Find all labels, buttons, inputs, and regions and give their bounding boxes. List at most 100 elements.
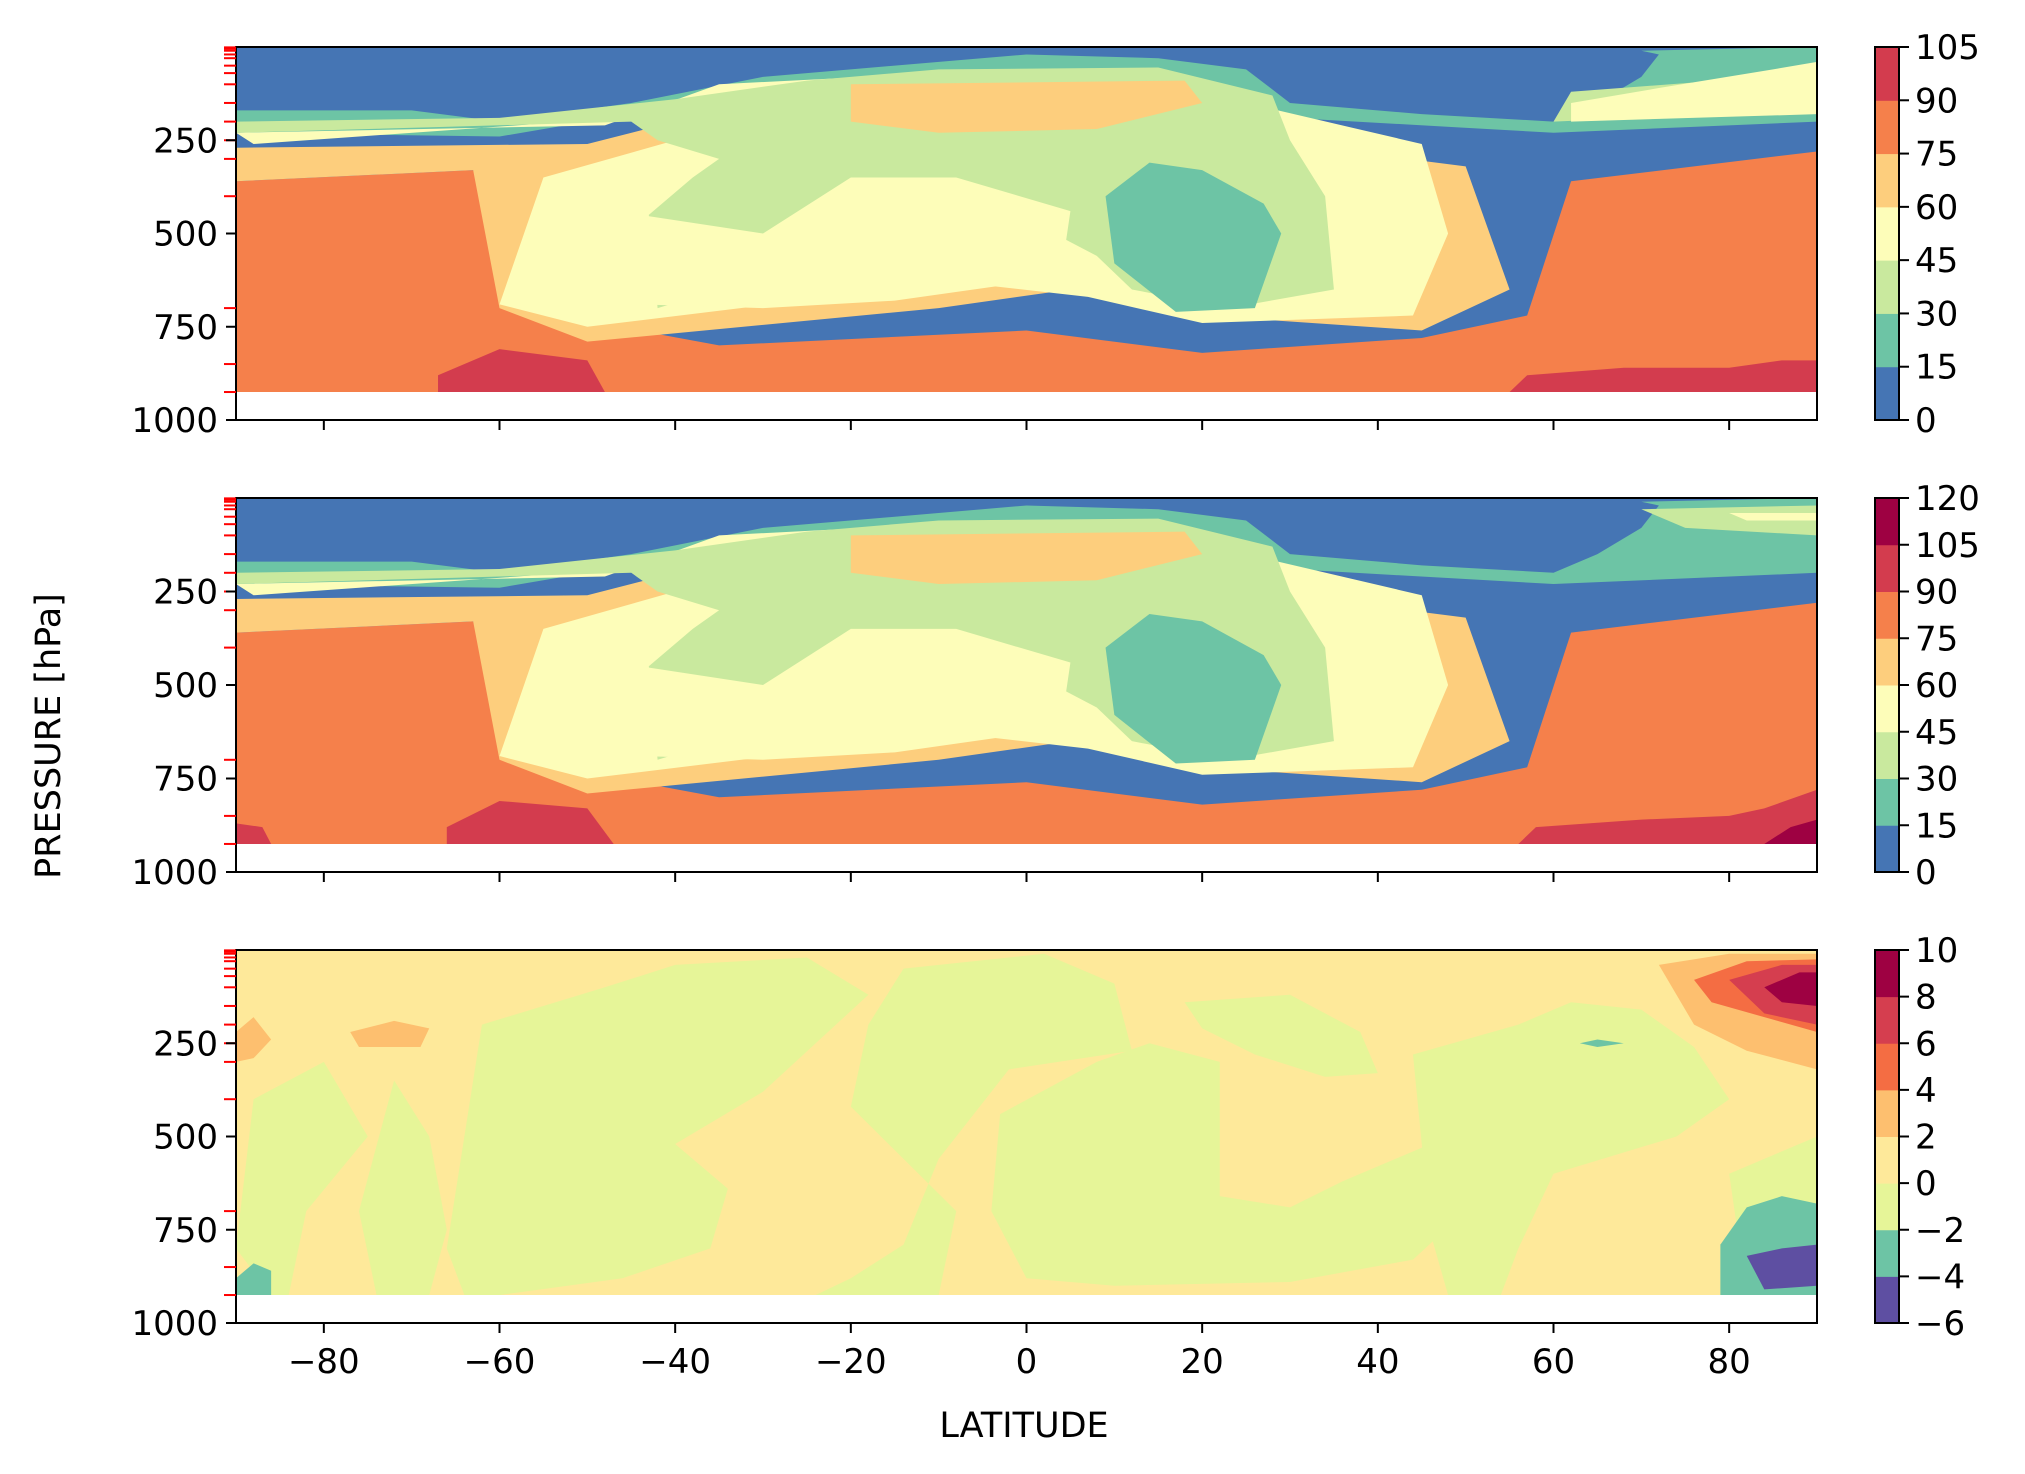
colorbar-tick-label: 6: [1915, 1024, 1937, 1064]
y-tick-label: 750: [153, 760, 218, 800]
contour-band: [1105, 613, 1282, 764]
contour-band: [1764, 972, 1817, 1006]
colorbar-tick-label: −2: [1915, 1211, 1965, 1251]
contour-band: [236, 1061, 368, 1296]
y-tick-label: 250: [153, 121, 218, 161]
contour-band: [1184, 994, 1378, 1077]
colorbar-2: 0 15 30 45 60 75 90 105 120: [1874, 479, 1980, 893]
y-tick-label: 1000: [131, 1304, 218, 1344]
colorbar-swatch: [1875, 1136, 1899, 1184]
colorbar-tick-label: 15: [1915, 348, 1958, 388]
contour-field-1: [236, 47, 1817, 393]
colorbar-swatch: [1875, 996, 1899, 1044]
colorbar-tick-label: 8: [1915, 978, 1937, 1018]
contour-band: [850, 80, 1203, 133]
y-axis-title: PRESSURE [hPa]: [29, 593, 69, 879]
colorbar-swatch: [1875, 950, 1899, 998]
contour-band: [1518, 789, 1817, 844]
colorbar-frame: [1874, 46, 1900, 421]
x-tick-label: 60: [1532, 1342, 1575, 1382]
contour-band: [991, 1043, 1466, 1286]
colorbar-tick-label: 30: [1915, 294, 1958, 334]
colorbar-tick-label: −6: [1915, 1304, 1965, 1344]
x-axis-title: LATITUDE: [939, 1406, 1108, 1446]
colorbar-swatch: [1875, 1229, 1899, 1277]
colorbar-tick-label: 30: [1915, 760, 1958, 800]
contour-band: [1579, 1039, 1624, 1047]
colorbar-swatch: [1875, 100, 1899, 155]
colorbar-tick-label: 75: [1915, 619, 1958, 659]
colorbar-tick-label: 90: [1915, 573, 1958, 613]
contour-band: [358, 1080, 447, 1296]
colorbar-tick-label: 90: [1915, 81, 1958, 121]
colorbar-tick-label: −4: [1915, 1257, 1965, 1297]
colorbar-swatch: [1875, 153, 1899, 208]
contour-band: [446, 800, 614, 844]
contour-band: [236, 1263, 272, 1296]
y-tick-label: 500: [153, 666, 218, 706]
contour-field-2: [236, 498, 1817, 844]
colorbar-swatch: [1875, 1089, 1899, 1137]
colorbar-1: 0 15 30 45 60 75 90 105: [1874, 28, 1980, 441]
contour-band: [236, 823, 272, 844]
x-tick-label: −80: [288, 1342, 360, 1382]
colorbar-tick-label: 120: [1915, 479, 1980, 519]
colorbar-swatch: [1875, 1183, 1899, 1231]
contour-band: [1729, 512, 1817, 521]
contour-band: [1412, 1002, 1730, 1296]
colorbar-swatch: [1875, 366, 1899, 421]
y-tick-label: 250: [153, 573, 218, 613]
colorbar-tick-label: 45: [1915, 713, 1958, 753]
colorbar-swatch: [1875, 313, 1899, 368]
x-tick-label: −20: [815, 1342, 887, 1382]
colorbar-tick-label: 105: [1915, 526, 1980, 566]
contour-band: [236, 1017, 272, 1062]
y-tick-label: 750: [153, 308, 218, 348]
colorbar-swatch: [1875, 591, 1899, 639]
colorbar-tick-label: 15: [1915, 806, 1958, 846]
contour-band: [438, 349, 605, 393]
colorbar-tick-label: 2: [1915, 1118, 1937, 1158]
colorbar-tick-label: 4: [1915, 1071, 1937, 1111]
y-tick-label: 1000: [131, 401, 218, 441]
x-tick-label: 0: [1016, 1342, 1038, 1382]
contour-band: [1105, 162, 1282, 312]
colorbar-swatch: [1875, 498, 1899, 546]
colorbar-swatch: [1875, 638, 1899, 686]
y-tick-label: 500: [153, 1118, 218, 1158]
x-tick-label: 20: [1181, 1342, 1224, 1382]
colorbar-3: −6 −4 −2 0 2 4 6 8 10: [1874, 931, 1965, 1344]
colorbar-tick-label: 75: [1915, 135, 1958, 175]
y-tick-label: 500: [153, 215, 218, 255]
colorbar-tick-label: 0: [1915, 1164, 1937, 1204]
colorbar-tick-label: 10: [1915, 931, 1958, 971]
contour-band: [1764, 819, 1817, 844]
colorbar-swatch: [1875, 47, 1899, 101]
y-tick-label: 250: [153, 1024, 218, 1064]
y-tick-label: 750: [153, 1211, 218, 1251]
x-tick-label: −40: [639, 1342, 711, 1382]
colorbar-swatch: [1875, 1276, 1899, 1324]
colorbar-swatch: [1875, 544, 1899, 592]
colorbar-tick-label: 105: [1915, 28, 1980, 68]
colorbar-swatch: [1875, 778, 1899, 826]
contour-field-3: [236, 950, 1817, 1296]
contour-band: [1571, 61, 1817, 122]
contour-band: [350, 1020, 430, 1047]
contour-band: [1509, 360, 1817, 393]
contour-band: [446, 957, 869, 1296]
contour-band: [850, 531, 1203, 585]
panel-1: 250 500 750 1000 0 15 30 45 60 75 90 105: [131, 28, 1979, 441]
colorbar-tick-label: 0: [1915, 853, 1937, 893]
panel-2: 250 500 750 1000 0 15 30 45 60 75 90 105 120: [131, 479, 1979, 893]
contour-band: [640, 177, 1071, 309]
contour-band: [1746, 1244, 1817, 1290]
x-tick-label: 80: [1708, 1342, 1751, 1382]
contour-band: [640, 628, 1071, 760]
colorbar-swatch: [1875, 685, 1899, 733]
colorbar-swatch: [1875, 1043, 1899, 1091]
colorbar-swatch: [1875, 260, 1899, 314]
